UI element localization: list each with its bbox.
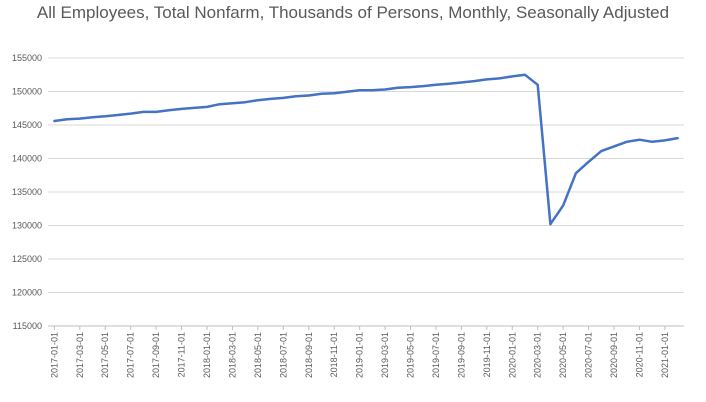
x-tick-label: 2020-01-01	[507, 332, 517, 378]
y-tick-label: 125000	[12, 254, 42, 264]
x-tick-label: 2017-03-01	[75, 332, 85, 378]
x-tick-label: 2018-01-01	[202, 332, 212, 378]
y-tick-label: 130000	[12, 221, 42, 231]
series-line	[53, 73, 679, 226]
y-tick-label: 115000	[13, 321, 42, 331]
x-tick-label: 2020-07-01	[584, 332, 594, 378]
x-tick-label: 2019-07-01	[431, 332, 441, 378]
y-tick-label: 140000	[12, 154, 42, 164]
series-employees	[53, 73, 679, 226]
x-tick-label: 2017-01-01	[49, 332, 59, 378]
x-tick-label: 2020-11-01	[634, 332, 644, 377]
y-tick-label: 145000	[12, 120, 42, 130]
x-tick-label: 2020-03-01	[533, 332, 543, 378]
x-tick-label: 2017-05-01	[100, 332, 110, 378]
x-tick-label: 2018-07-01	[278, 332, 288, 378]
x-tick-label: 2019-05-01	[406, 332, 416, 378]
x-tick-label: 2018-05-01	[253, 332, 263, 378]
x-tick-label: 2018-09-01	[304, 332, 314, 378]
x-tick-label: 2019-09-01	[456, 332, 466, 378]
chart-title: All Employees, Total Nonfarm, Thousands …	[36, 3, 670, 22]
x-tick-label: 2019-01-01	[355, 332, 365, 378]
gridlines	[48, 57, 684, 293]
y-axis: 115000 120000 125000 130000 135000 140000 1450…	[12, 53, 42, 331]
y-tick-label: 150000	[12, 87, 42, 97]
x-tick-label: 2018-11-01	[329, 332, 339, 377]
x-tick-label: 2017-11-01	[177, 332, 187, 377]
y-tick-label: 155000	[12, 53, 42, 63]
x-tick-label: 2017-07-01	[126, 332, 136, 378]
x-axis: 2017-01-01 2017-03-01 2017-05-01 2017-07-01…	[48, 325, 684, 378]
x-tick-label: 2019-11-01	[482, 332, 492, 377]
y-tick-label: 135000	[12, 187, 42, 197]
x-tick-label: 2018-03-01	[227, 332, 237, 378]
x-tick-label: 2017-09-01	[151, 332, 161, 378]
x-tick-label: 2019-03-01	[380, 332, 390, 378]
x-tick-label: 2020-05-01	[558, 332, 568, 378]
x-tick-label: 2021-01-01	[660, 332, 670, 378]
x-tick-label: 2020-09-01	[609, 332, 619, 378]
y-tick-label: 120000	[12, 288, 42, 298]
